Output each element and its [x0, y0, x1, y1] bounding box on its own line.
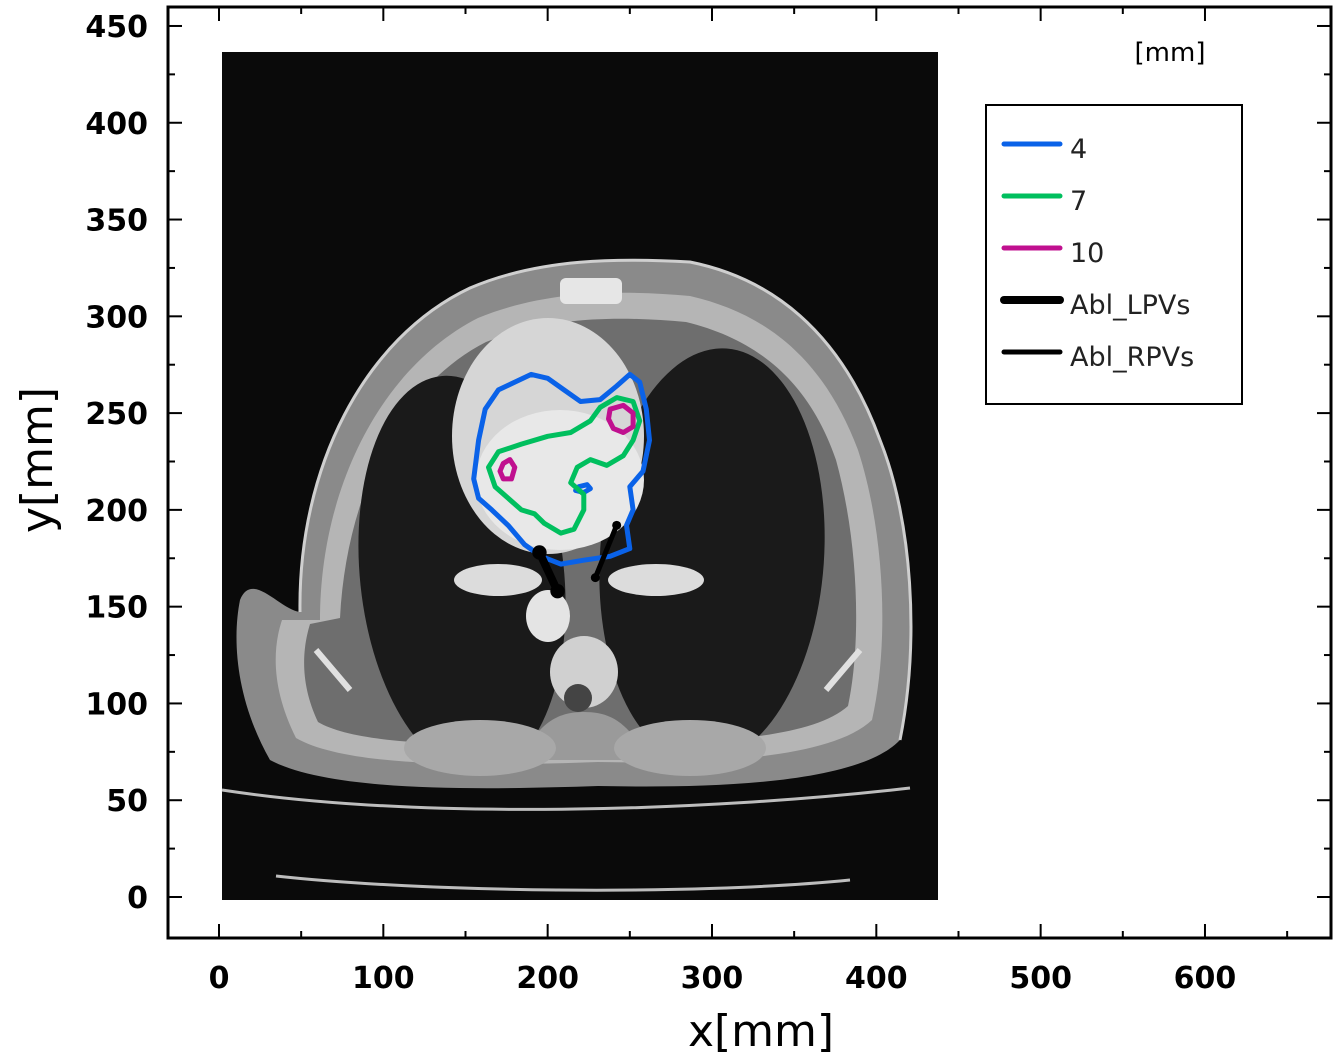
- x-tick-label: 200: [516, 961, 579, 996]
- series-abl-rpvs: [590, 520, 622, 583]
- y-axis-title: y[mm]: [12, 387, 63, 533]
- x-tick-label: 600: [1174, 961, 1237, 996]
- x-tick-label: 400: [845, 961, 908, 996]
- legend-label-abl-rpvs: Abl_RPVs: [1070, 342, 1194, 373]
- x-axis-title: x[mm]: [688, 1006, 834, 1053]
- legend-label-10: 10: [1070, 238, 1104, 269]
- ablation-point-abl-rpvs: [612, 520, 622, 530]
- ablation-point-abl-lpvs: [532, 545, 547, 560]
- y-tick-label: 50: [106, 784, 148, 819]
- x-tick-label: 300: [681, 961, 744, 996]
- y-tick-label: 0: [127, 881, 148, 916]
- y-tick-label: 350: [85, 204, 148, 239]
- y-tick-label: 300: [85, 300, 148, 335]
- ablation-line-abl-rpvs: [592, 522, 620, 581]
- legend-label-4: 4: [1070, 134, 1087, 165]
- legend: 4 7 10 Abl_LPVs Abl_RPVs: [985, 104, 1243, 405]
- series-7: [486, 395, 643, 536]
- ablation-point-abl-rpvs: [590, 573, 600, 583]
- series-abl-lpvs: [532, 545, 565, 599]
- x-tick-label: 0: [209, 961, 230, 996]
- y-axis: 0 50 100 150 200 250 300 350 400 450: [85, 10, 1331, 916]
- series-10: [497, 402, 636, 482]
- ablation-point-abl-lpvs: [550, 583, 565, 599]
- legend-label-abl-lpvs: Abl_LPVs: [1070, 290, 1190, 321]
- y-tick-label: 250: [85, 397, 148, 432]
- y-tick-label: 400: [85, 107, 148, 142]
- legend-label-7: 7: [1070, 186, 1087, 217]
- contour-10: [497, 457, 518, 482]
- y-tick-label: 100: [85, 687, 148, 722]
- y-tick-label: 200: [85, 494, 148, 529]
- plot-frame: [166, 5, 1333, 940]
- x-tick-label: 500: [1009, 961, 1072, 996]
- x-tick-label: 100: [352, 961, 415, 996]
- contour-7: [486, 395, 643, 536]
- y-tick-label: 450: [85, 10, 148, 45]
- series-layer: [471, 371, 652, 599]
- contour-10: [606, 402, 636, 435]
- ct-scan-image: [221, 52, 938, 900]
- units-label: [mm]: [1135, 38, 1206, 68]
- x-axis: 0 100 200 300 400 500 600: [209, 7, 1289, 996]
- contour-4: [471, 371, 652, 567]
- y-tick-label: 150: [85, 591, 148, 626]
